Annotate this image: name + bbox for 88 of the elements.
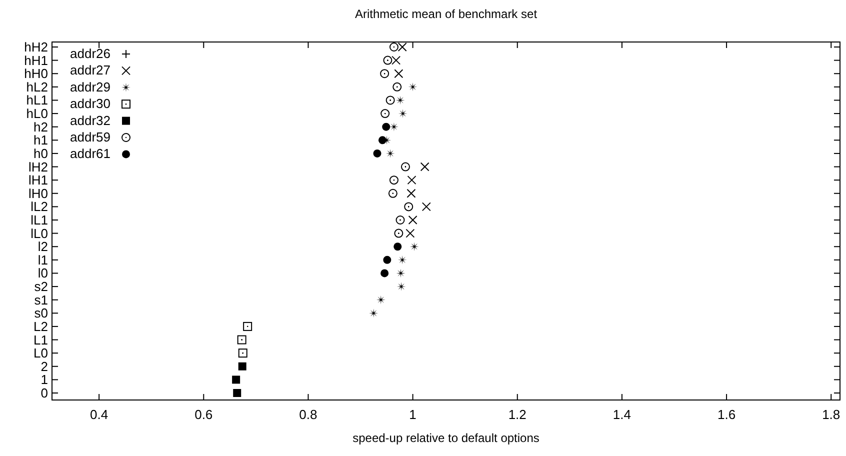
point (233, 389, 242, 397)
point (383, 56, 392, 65)
x-tick-label: 1.2 (508, 407, 526, 422)
x-tick-label: 1.6 (717, 407, 736, 422)
point (406, 228, 415, 238)
point (398, 255, 407, 264)
y-tick-label: lH2 (28, 159, 48, 174)
y-tick-label: L1 (34, 332, 48, 348)
point (388, 188, 398, 198)
legend-label: addr27 (70, 62, 110, 78)
legend-label: addr26 (70, 46, 110, 61)
point (408, 216, 418, 224)
x-tick-label: 0.6 (194, 407, 213, 422)
point (392, 82, 402, 92)
y-tick-label: L0 (34, 346, 48, 361)
point (380, 269, 389, 278)
point (394, 69, 404, 78)
point (398, 109, 408, 118)
point (386, 148, 395, 158)
y-tick-label: hL0 (26, 106, 48, 122)
point (238, 362, 246, 370)
point (407, 176, 416, 185)
y-tick-label: 1 (40, 372, 48, 388)
x-tick-label: 0.8 (299, 407, 318, 422)
point (383, 256, 392, 264)
point (373, 149, 382, 158)
point (394, 228, 404, 238)
y-tick-label: hL1 (26, 92, 48, 108)
y-tick-label: lL1 (30, 212, 48, 228)
x-tick-label: 0.4 (90, 407, 108, 422)
y-tick-label: s0 (34, 306, 48, 321)
y-tick-label: lH1 (28, 172, 48, 188)
y-tick-label: l2 (38, 239, 48, 254)
point (392, 56, 401, 65)
legend-label: addr32 (70, 112, 110, 128)
y-tick-label: l0 (38, 266, 48, 281)
y-tick-label: hH2 (24, 40, 48, 54)
point (243, 322, 252, 331)
y-tick-label: hH1 (24, 52, 48, 68)
chart-title: Arithmetic mean of benchmark set (354, 7, 538, 21)
point (382, 122, 390, 131)
y-tick-label: l1 (38, 252, 48, 268)
point (396, 216, 405, 224)
y-tick-label: hL2 (26, 79, 48, 94)
y-tick-label: 0 (40, 386, 48, 400)
y-tick-label: s2 (34, 279, 48, 294)
point (394, 242, 402, 251)
x-tick-label: 1.8 (822, 407, 840, 422)
y-tick-label: L2 (34, 318, 48, 334)
y-tick-label: lL2 (30, 199, 48, 214)
point (380, 69, 390, 78)
x-axis-title: speed-up relative to default options (352, 431, 540, 445)
x-tick-label: 1 (409, 407, 416, 422)
point (396, 282, 406, 292)
point (376, 295, 386, 304)
point (380, 109, 390, 118)
point (232, 376, 240, 384)
point (406, 188, 416, 198)
point (237, 335, 246, 344)
point (400, 162, 410, 172)
y-tick-label: 2 (40, 358, 48, 374)
point (408, 82, 418, 92)
point (422, 202, 431, 212)
point (369, 308, 378, 318)
point (396, 96, 405, 105)
y-tick-label: lL0 (30, 226, 48, 241)
point (398, 42, 407, 52)
point (404, 202, 414, 212)
point (386, 96, 395, 105)
y-tick-label: lH0 (28, 186, 48, 201)
legend-label: addr30 (70, 96, 110, 112)
y-tick-label: hH0 (24, 66, 48, 82)
y-tick-label: h1 (34, 132, 48, 148)
point (389, 122, 398, 132)
point (410, 242, 419, 252)
x-tick-label: 1.4 (612, 407, 631, 422)
point (389, 176, 398, 185)
point (420, 162, 430, 172)
point (378, 136, 386, 144)
y-tick-label: h0 (34, 146, 48, 161)
point (389, 42, 398, 52)
point (238, 348, 248, 358)
legend-label: addr61 (70, 146, 110, 162)
legend-label: addr29 (70, 79, 110, 94)
y-tick-label: s1 (34, 292, 48, 308)
y-tick-label: h2 (34, 119, 48, 134)
legend-label: addr59 (70, 130, 110, 144)
point (396, 268, 406, 278)
